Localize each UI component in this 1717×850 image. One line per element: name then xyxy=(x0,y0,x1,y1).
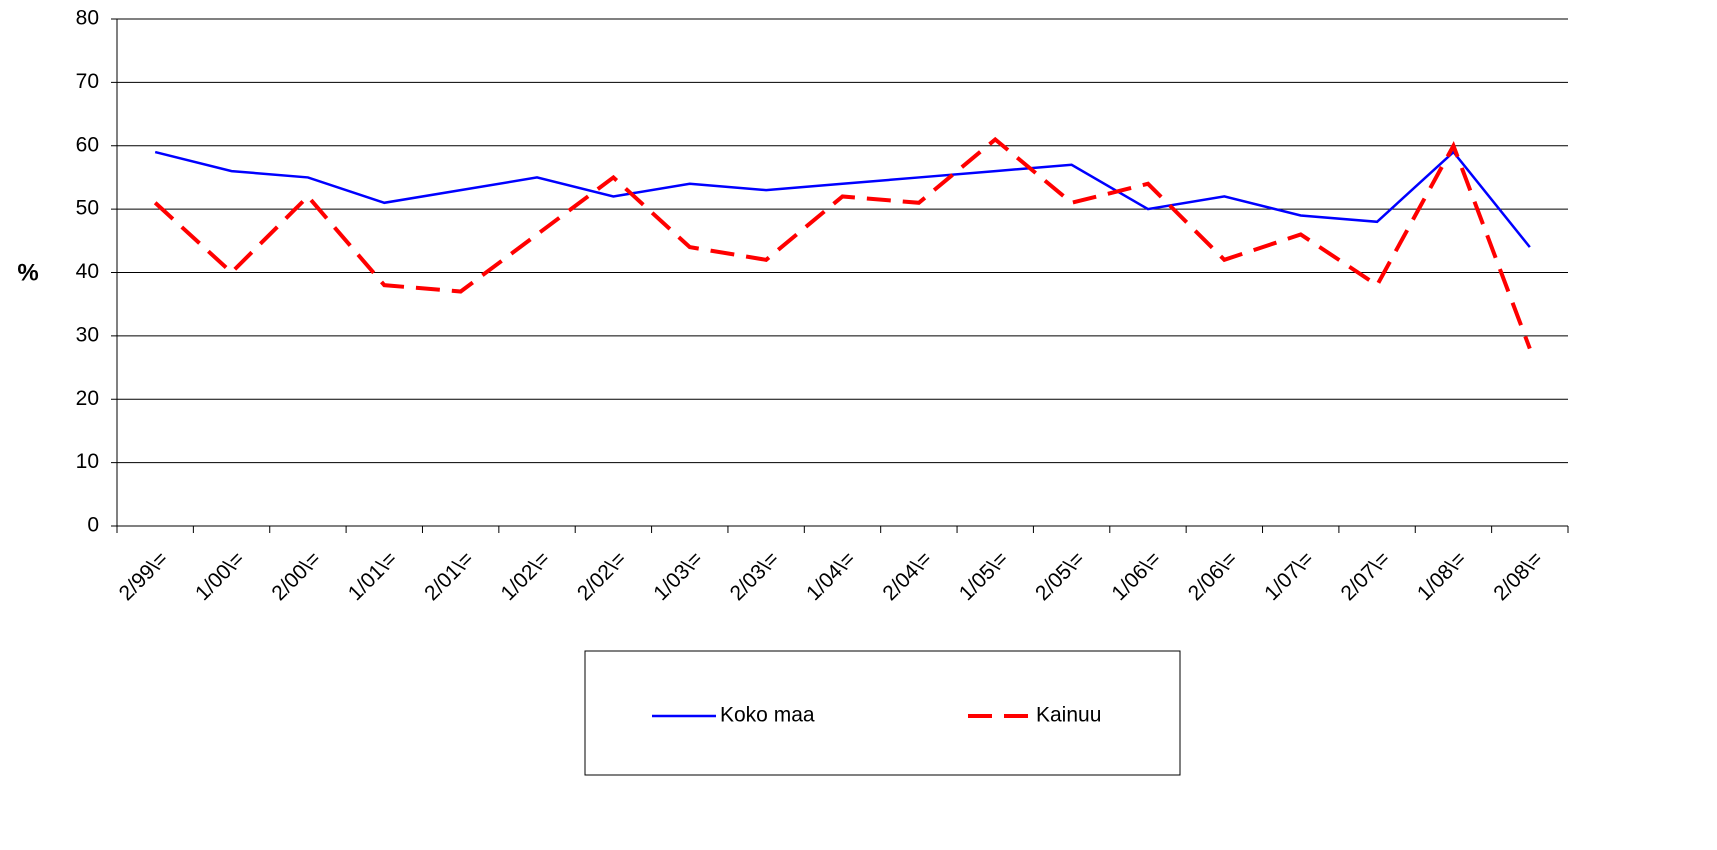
y-tick-label: 20 xyxy=(76,387,99,410)
x-tick-label: 2/07\= xyxy=(1337,547,1395,605)
x-tick-label: 1/00\= xyxy=(191,547,249,605)
y-tick-label: 50 xyxy=(76,197,99,220)
x-tick-label: 2/00\= xyxy=(267,547,325,605)
x-tick-label: 1/01\= xyxy=(344,547,402,605)
legend-label: Koko maa xyxy=(720,704,815,727)
y-tick-label: 30 xyxy=(76,323,99,346)
x-tick-label: 1/02\= xyxy=(497,547,555,605)
y-tick-label: 80 xyxy=(76,7,99,30)
y-tick-label: 60 xyxy=(76,133,99,156)
x-tick-label: 1/05\= xyxy=(955,547,1013,605)
x-tick-label: 1/08\= xyxy=(1413,547,1471,605)
x-tick-label: 1/03\= xyxy=(649,547,707,605)
y-tick-label: 40 xyxy=(76,260,99,283)
x-tick-label: 1/04\= xyxy=(802,547,860,605)
y-axis-label: % xyxy=(17,259,38,286)
x-tick-label: 2/02\= xyxy=(573,547,631,605)
x-tick-label: 2/05\= xyxy=(1031,547,1089,605)
x-tick-label: 2/04\= xyxy=(878,547,936,605)
x-tick-label: 2/03\= xyxy=(726,547,784,605)
x-tick-label: 2/08\= xyxy=(1489,547,1547,605)
x-tick-label: 2/99\= xyxy=(115,547,173,605)
x-tick-label: 2/06\= xyxy=(1184,547,1242,605)
legend-label: Kainuu xyxy=(1036,704,1101,727)
y-tick-label: 0 xyxy=(87,514,99,537)
y-tick-label: 70 xyxy=(76,70,99,93)
x-tick-label: 2/01\= xyxy=(420,547,478,605)
data-line xyxy=(153,136,1532,350)
legend-box xyxy=(584,650,1181,776)
data-line xyxy=(154,150,1531,248)
y-tick-label: 10 xyxy=(76,450,99,473)
x-tick-label: 1/06\= xyxy=(1107,547,1165,605)
x-tick-label: 1/07\= xyxy=(1260,547,1318,605)
